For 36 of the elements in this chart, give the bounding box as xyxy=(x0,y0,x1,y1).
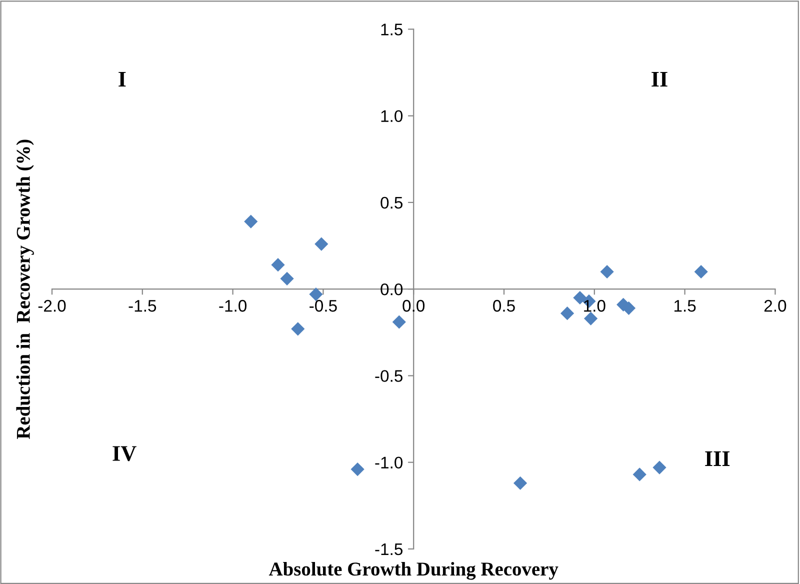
point xyxy=(560,306,574,320)
y-tick-label: -1.0 xyxy=(375,456,403,469)
x-tick-label: 1.0 xyxy=(584,300,606,312)
y-tick-label: -1.5 xyxy=(375,544,402,556)
annotation: II xyxy=(652,72,668,87)
x-tick-label: 0.0 xyxy=(402,300,425,312)
x-tick-label: -0.5 xyxy=(310,300,337,312)
y-axis-title: Reduction in Recovery Growth (%) xyxy=(16,140,34,439)
point xyxy=(314,237,328,251)
y-tick-label: 1.0 xyxy=(381,110,403,122)
point xyxy=(694,264,708,279)
y-tick-label: 0.5 xyxy=(380,196,402,209)
point xyxy=(291,322,305,336)
point xyxy=(392,315,406,329)
annotation: IV xyxy=(112,446,136,462)
y-tick-label: -0.5 xyxy=(375,370,402,382)
annotation: III xyxy=(705,451,730,466)
x-tick-label: -1.0 xyxy=(219,300,247,312)
point xyxy=(280,272,294,286)
point xyxy=(271,258,285,272)
point xyxy=(632,468,646,482)
point xyxy=(600,264,614,279)
point xyxy=(244,214,258,228)
point xyxy=(584,312,598,326)
x-tick-label: -2.0 xyxy=(38,300,66,312)
x-tick-label: 0.5 xyxy=(493,300,515,312)
annotation: I xyxy=(118,72,126,87)
x-tick-label: 1.5 xyxy=(674,300,696,312)
x-tick-label: -1.5 xyxy=(128,300,156,312)
point xyxy=(652,460,666,474)
x-tick-label: 2.0 xyxy=(764,300,786,312)
x-axis-title: Absolute Growth During Recovery xyxy=(268,562,558,580)
y-tick-label: 0.0 xyxy=(380,283,403,296)
y-tick-label: 1.5 xyxy=(381,24,402,36)
point xyxy=(513,476,528,490)
point xyxy=(350,462,364,476)
